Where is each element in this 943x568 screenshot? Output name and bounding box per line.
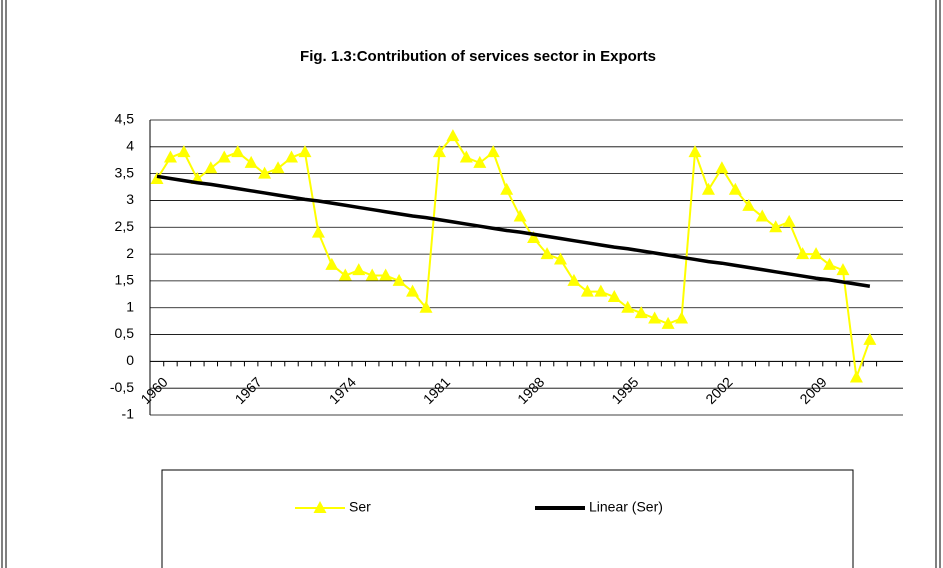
y-tick-label: 1 bbox=[126, 298, 134, 314]
point-marker bbox=[406, 284, 420, 297]
legend-label: Ser bbox=[349, 499, 371, 515]
y-tick-label: 3,5 bbox=[115, 164, 135, 180]
y-tick-label: 0 bbox=[126, 352, 134, 368]
point-marker bbox=[661, 316, 675, 329]
point-marker bbox=[446, 129, 460, 142]
x-tick-label: 1967 bbox=[232, 374, 265, 407]
y-tick-label: 4 bbox=[126, 138, 134, 154]
point-marker bbox=[742, 198, 756, 211]
x-tick-label: 1960 bbox=[137, 374, 170, 407]
point-marker bbox=[755, 209, 769, 222]
point-marker bbox=[594, 284, 608, 297]
point-marker bbox=[823, 257, 836, 270]
point-marker bbox=[365, 268, 379, 281]
point-marker bbox=[379, 268, 393, 281]
point-marker bbox=[298, 145, 312, 158]
series-line bbox=[156, 174, 871, 289]
point-marker bbox=[500, 182, 514, 195]
point-marker bbox=[782, 214, 796, 227]
point-marker bbox=[459, 150, 473, 163]
point-marker bbox=[554, 252, 567, 265]
point-marker bbox=[728, 182, 742, 195]
point-marker bbox=[217, 150, 231, 163]
point-marker bbox=[580, 284, 594, 297]
point-marker bbox=[258, 166, 272, 179]
point-marker bbox=[567, 273, 581, 286]
point-marker bbox=[675, 311, 689, 324]
point-marker bbox=[419, 300, 433, 313]
x-tick-label: 1974 bbox=[326, 374, 359, 407]
point-marker bbox=[607, 290, 621, 302]
chart-title: Fig. 1.3:Contribution of services sector… bbox=[300, 48, 656, 65]
y-tick-label: 0,5 bbox=[115, 325, 135, 341]
point-marker bbox=[271, 161, 285, 174]
point-marker bbox=[688, 145, 702, 158]
x-tick-label: 2009 bbox=[796, 374, 829, 407]
y-tick-label: -1 bbox=[122, 406, 135, 422]
point-marker bbox=[849, 370, 863, 383]
point-marker bbox=[486, 145, 500, 158]
point-marker bbox=[634, 306, 648, 319]
y-tick-label: 1,5 bbox=[115, 272, 135, 288]
y-tick-label: 2 bbox=[126, 245, 134, 261]
point-marker bbox=[648, 311, 662, 324]
point-marker bbox=[338, 268, 352, 281]
point-marker bbox=[769, 220, 783, 233]
point-marker bbox=[796, 247, 810, 260]
point-marker bbox=[177, 145, 191, 158]
point-marker bbox=[621, 300, 635, 313]
x-tick-label: 1988 bbox=[514, 374, 547, 407]
point-marker bbox=[527, 231, 541, 243]
inner-border bbox=[5, 0, 937, 568]
point-marker bbox=[311, 225, 325, 238]
point-marker bbox=[204, 161, 218, 174]
y-tick-label: -0,5 bbox=[110, 379, 134, 395]
point-marker bbox=[473, 155, 487, 168]
point-marker bbox=[513, 209, 527, 222]
point-marker bbox=[836, 263, 850, 276]
point-marker bbox=[432, 145, 446, 158]
point-marker bbox=[163, 150, 177, 163]
point-marker bbox=[352, 263, 366, 276]
y-tick-label: 4,5 bbox=[115, 111, 135, 127]
x-tick-label: 1981 bbox=[420, 374, 453, 407]
legend-marker bbox=[313, 501, 327, 513]
point-marker bbox=[715, 161, 729, 174]
point-marker bbox=[809, 247, 823, 260]
point-marker bbox=[701, 182, 715, 195]
x-tick-label: 1995 bbox=[608, 374, 641, 407]
y-tick-label: 3 bbox=[126, 191, 134, 207]
point-marker bbox=[244, 155, 258, 168]
y-tick-label: 2,5 bbox=[115, 218, 135, 234]
x-tick-label: 2002 bbox=[702, 374, 735, 407]
point-marker bbox=[231, 145, 245, 158]
point-marker bbox=[285, 150, 298, 163]
legend-box bbox=[161, 469, 854, 568]
point-marker bbox=[863, 332, 877, 345]
point-marker bbox=[392, 273, 406, 286]
legend-label: Linear (Ser) bbox=[589, 499, 663, 515]
point-marker bbox=[325, 257, 339, 270]
point-marker bbox=[540, 247, 554, 260]
